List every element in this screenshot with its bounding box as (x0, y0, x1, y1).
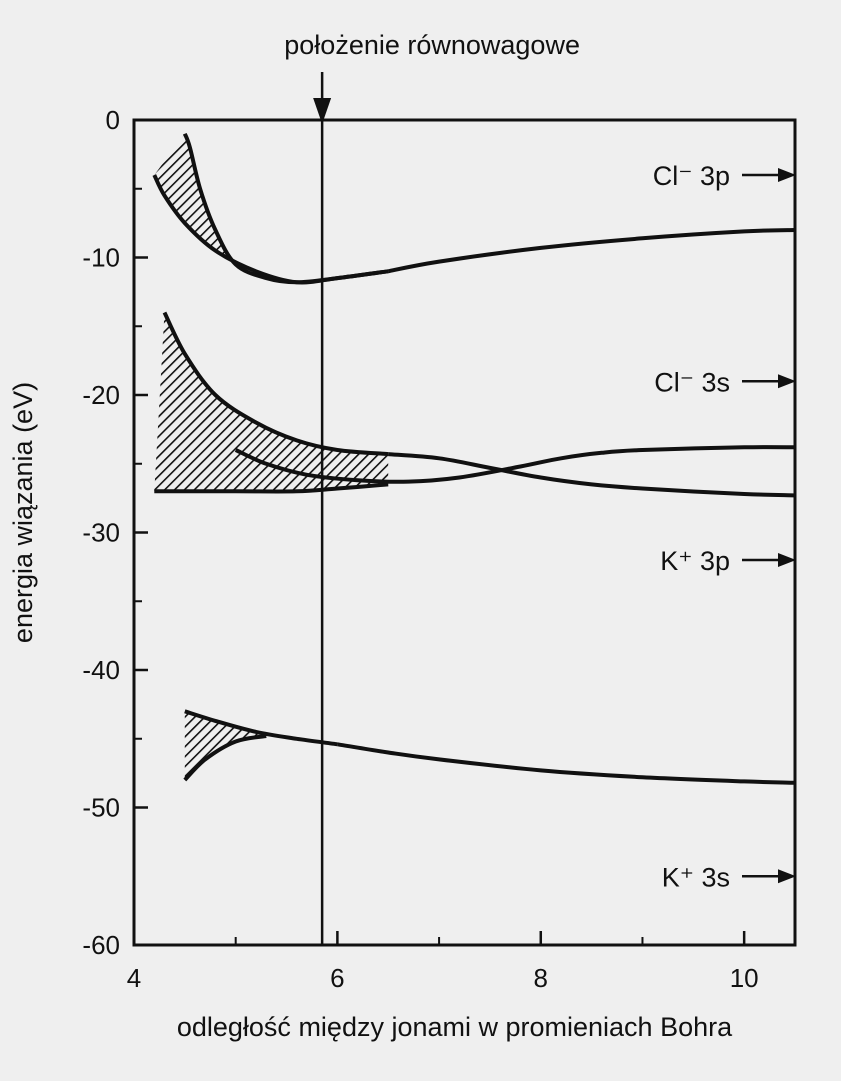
y-tick-label: -50 (82, 793, 120, 823)
y-tick-label: -30 (82, 518, 120, 548)
labels-layer: 0 -10 -20 -30 -40 -50 -604 6 8 10 Cl⁻ 3p Cl⁻ 3s K⁺ 3… (82, 105, 796, 993)
x-tick-label: 4 (127, 963, 141, 993)
equilibrium-label: położenie równowagowe (284, 30, 580, 60)
level-arrowhead (778, 869, 796, 884)
band-hatch (154, 133, 389, 283)
level-arrowhead (778, 168, 796, 182)
y-tick-label: -20 (82, 380, 120, 410)
band-lower-edge (154, 482, 389, 494)
band-upper-edge (182, 132, 389, 285)
level-label: Cl⁻ 3s (654, 367, 730, 397)
plot-frame (132, 118, 797, 947)
level-label: Cl⁻ 3p (653, 161, 730, 191)
y-tick-label: -60 (82, 930, 120, 960)
y-tick-label: -40 (82, 655, 120, 685)
x-axis-title: odległość między jonami w promieniach Bo… (177, 1012, 733, 1042)
y-tick-label: -10 (82, 243, 120, 273)
band-curve (388, 452, 796, 498)
level-label: K⁺ 3p (660, 546, 730, 576)
ticks-layer (132, 118, 746, 947)
band-lower-edge (183, 734, 267, 782)
x-tick-label: 8 (534, 963, 548, 993)
y-axis-title: energia wiązania (eV) (8, 382, 38, 643)
bands-layer (152, 132, 796, 785)
level-label: K⁺ 3s (662, 862, 730, 892)
band-upper-edge (162, 311, 389, 457)
band-curve (234, 445, 796, 484)
x-tick-label: 6 (330, 963, 344, 993)
level-arrowhead (778, 553, 796, 567)
band-lower-edge (152, 174, 389, 285)
band-hatch (154, 312, 389, 492)
band-curve (387, 228, 796, 274)
x-tick-label: 10 (730, 963, 759, 993)
band-upper-edge (184, 709, 338, 747)
level-arrowhead (778, 374, 796, 389)
band-curve (337, 742, 796, 785)
band-hatch (184, 711, 338, 780)
equilibrium-arrow (313, 98, 332, 124)
y-tick-label: 0 (106, 105, 120, 135)
